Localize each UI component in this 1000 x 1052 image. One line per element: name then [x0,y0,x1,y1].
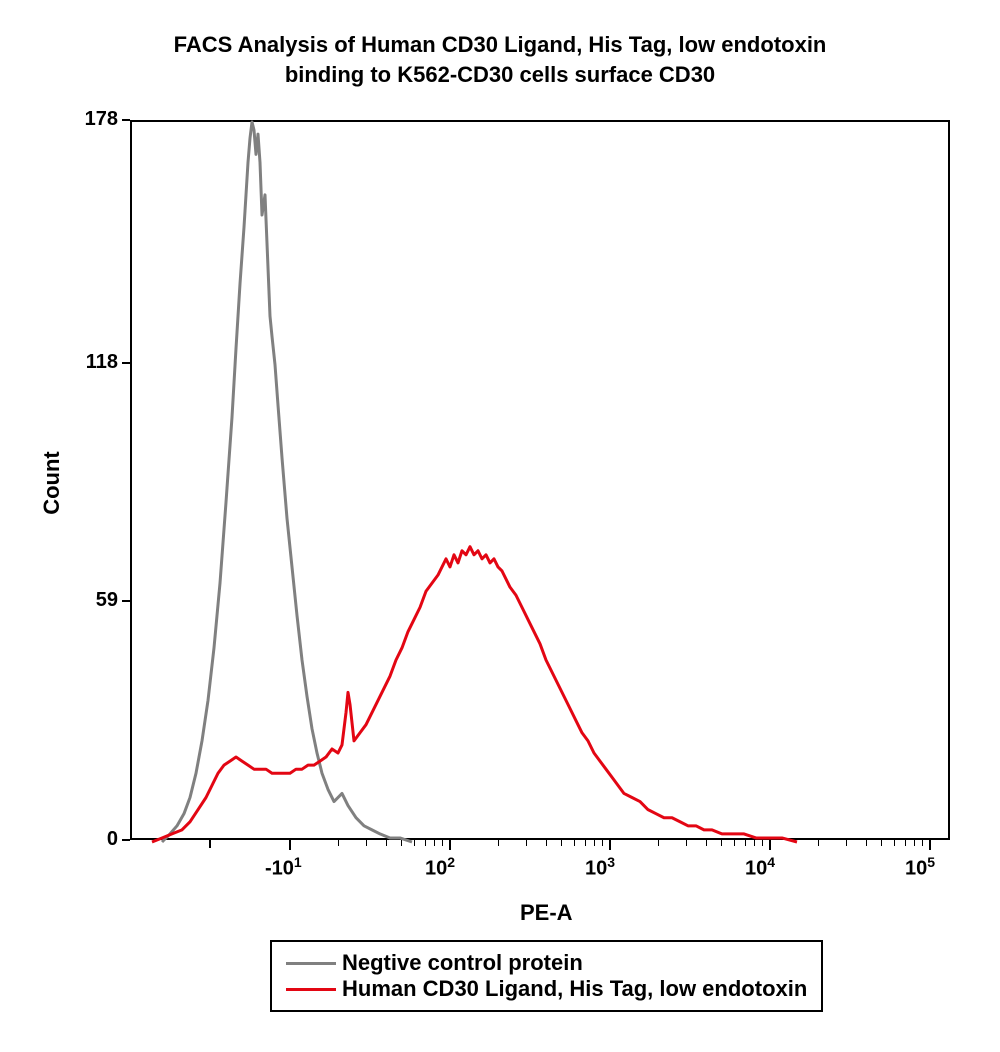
y-tick-label: 178 [85,108,118,131]
x-minor-tick [762,840,763,846]
x-minor-tick [881,840,882,846]
y-axis-label: Count [39,451,65,515]
x-minor-tick [561,840,562,846]
x-minor-tick [658,840,659,846]
x-minor-tick [894,840,895,846]
x-tick [929,840,931,850]
legend-swatch [286,988,336,991]
y-tick [122,600,130,602]
x-minor-tick [754,840,755,846]
x-minor-tick [686,840,687,846]
legend-item: Negtive control protein [286,950,807,976]
y-tick-label: 59 [96,589,118,612]
x-minor-tick [546,840,547,846]
y-tick [122,839,130,841]
x-minor-tick [338,840,339,846]
x-zero-tick [209,840,211,848]
x-minor-tick [386,840,387,846]
x-minor-tick [594,840,595,846]
plot-svg [132,122,952,842]
x-minor-tick [498,840,499,846]
x-minor-tick [414,840,415,846]
x-minor-tick [846,840,847,846]
x-axis-label: PE-A [520,900,573,926]
chart-title-line1: FACS Analysis of Human CD30 Ligand, His … [0,32,1000,58]
x-minor-tick [721,840,722,846]
x-minor-tick [914,840,915,846]
x-minor-tick [706,840,707,846]
x-minor-tick [922,840,923,846]
y-tick [122,362,130,364]
facs-chart: FACS Analysis of Human CD30 Ligand, His … [0,0,1000,1052]
x-tick [289,840,291,850]
x-minor-tick [425,840,426,846]
x-minor-tick [905,840,906,846]
x-minor-tick [602,840,603,846]
x-tick [609,840,611,850]
x-minor-tick [366,840,367,846]
y-tick [122,119,130,121]
x-minor-tick [442,840,443,846]
legend-label: Negtive control protein [342,950,583,976]
x-tick-label: 105 [905,854,935,881]
x-minor-tick [745,840,746,846]
chart-title-line2: binding to K562-CD30 cells surface CD30 [0,62,1000,88]
legend-item: Human CD30 Ligand, His Tag, low endotoxi… [286,976,807,1002]
series-0 [162,122,412,842]
series-1 [152,547,797,842]
x-minor-tick [585,840,586,846]
y-tick-label: 0 [107,828,118,851]
x-minor-tick [434,840,435,846]
x-tick-label: -101 [265,854,302,881]
x-tick-label: 104 [745,854,775,881]
x-minor-tick [734,840,735,846]
x-minor-tick [401,840,402,846]
plot-area [130,120,950,840]
x-minor-tick [526,840,527,846]
x-tick-label: 103 [585,854,615,881]
y-tick-label: 118 [86,351,118,374]
x-tick-label: 102 [425,854,455,881]
x-minor-tick [866,840,867,846]
legend-swatch [286,962,336,965]
x-minor-tick [818,840,819,846]
x-minor-tick [574,840,575,846]
legend: Negtive control proteinHuman CD30 Ligand… [270,940,823,1012]
x-tick [449,840,451,850]
x-tick [769,840,771,850]
legend-label: Human CD30 Ligand, His Tag, low endotoxi… [342,976,807,1002]
